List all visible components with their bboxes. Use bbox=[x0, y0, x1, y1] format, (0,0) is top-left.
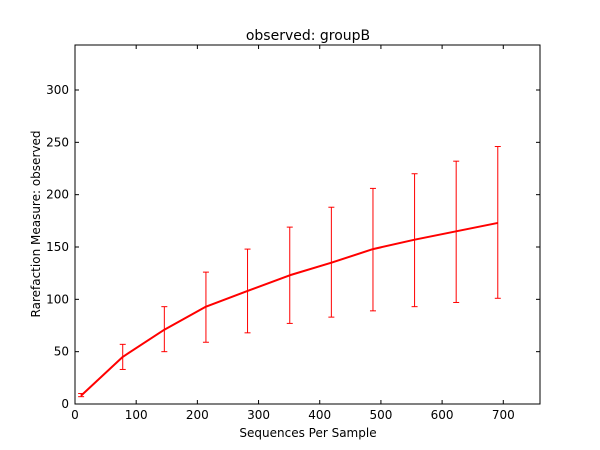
x-tick-label-6: 600 bbox=[431, 408, 454, 422]
y-axis-ticks: 0 50 100 150 200 250 300 bbox=[46, 83, 540, 411]
y-axis-label: Rarefaction Measure: observed bbox=[29, 131, 43, 318]
y-tick-label-3: 150 bbox=[46, 240, 69, 254]
x-tick-label-2: 200 bbox=[186, 408, 209, 422]
x-tick-label-4: 400 bbox=[308, 408, 331, 422]
chart-title: observed: groupB bbox=[246, 28, 370, 44]
y-tick-label-4: 200 bbox=[46, 188, 69, 202]
y-tick-label-0: 0 bbox=[61, 397, 69, 411]
y-tick-label-1: 50 bbox=[54, 345, 69, 359]
plot-frame bbox=[74, 44, 541, 405]
x-tick-label-7: 700 bbox=[492, 408, 515, 422]
y-tick-label-6: 300 bbox=[46, 83, 69, 97]
plot-area bbox=[74, 44, 541, 405]
x-tick-label-5: 500 bbox=[369, 408, 392, 422]
x-tick-label-1: 100 bbox=[125, 408, 148, 422]
y-tick-label-5: 250 bbox=[46, 135, 69, 149]
x-tick-label-3: 300 bbox=[247, 408, 270, 422]
x-tick-label-0: 0 bbox=[71, 408, 79, 422]
x-axis-ticks: 0 100 200 300 400 500 600 700 bbox=[71, 45, 515, 422]
series-line bbox=[80, 221, 498, 397]
y-tick-label-2: 100 bbox=[46, 292, 69, 306]
x-axis-label: Sequences Per Sample bbox=[239, 426, 376, 440]
